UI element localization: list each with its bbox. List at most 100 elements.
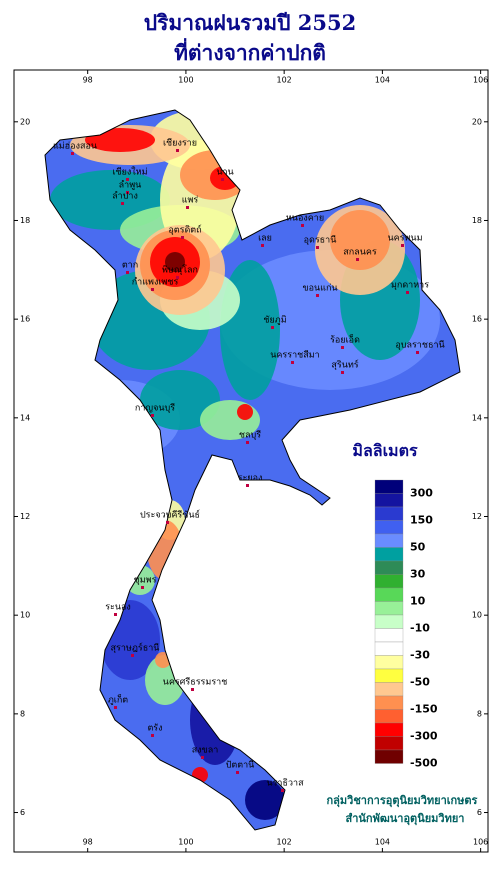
lat-tick-label: 14 bbox=[472, 413, 482, 422]
province-marker bbox=[316, 294, 319, 297]
province-label: นครพนม bbox=[387, 234, 422, 244]
lat-tick-label: 18 bbox=[20, 216, 30, 225]
lat-tick-label: 12 bbox=[472, 512, 482, 521]
province-marker bbox=[114, 613, 117, 616]
lat-tick-label: 14 bbox=[20, 413, 30, 422]
legend-swatch bbox=[374, 655, 404, 670]
province-label: นครราชสีมา bbox=[270, 350, 319, 361]
legend-label: 30 bbox=[410, 568, 426, 581]
lon-tick-label: 98 bbox=[83, 838, 93, 847]
province-label: ตาก bbox=[122, 261, 138, 271]
lon-tick-label: 102 bbox=[277, 838, 292, 847]
province-marker bbox=[191, 688, 194, 691]
province-label: ตรัง bbox=[147, 724, 162, 734]
province-label: อุตรดิตถ์ bbox=[168, 224, 201, 236]
province-label: เชียงใหม่ bbox=[112, 167, 147, 178]
legend-swatch bbox=[374, 587, 404, 602]
province-label: ภูเก็ต bbox=[108, 693, 128, 706]
province-marker bbox=[261, 244, 264, 247]
province-label: กาญจนบุรี bbox=[135, 403, 175, 414]
province-label: ลำปาง bbox=[112, 191, 138, 202]
lat-tick-label: 16 bbox=[20, 315, 30, 324]
province-label: ขอนแก่น bbox=[302, 284, 337, 294]
province-marker bbox=[126, 271, 129, 274]
province-label: กำแพงเพชร bbox=[132, 277, 179, 288]
legend-label: 300 bbox=[410, 487, 433, 500]
lon-tick-label: 106 bbox=[473, 838, 488, 847]
province-label: เชียงราย bbox=[163, 138, 197, 149]
province-marker bbox=[151, 734, 154, 737]
lat-tick-label: 10 bbox=[472, 611, 482, 620]
province-label: ชลบุรี bbox=[239, 430, 261, 441]
lon-tick-label: 100 bbox=[178, 838, 193, 847]
legend-title: มิลลิเมตร bbox=[352, 441, 418, 460]
anomaly-area bbox=[330, 210, 390, 270]
legend-label: -300 bbox=[410, 730, 438, 743]
lat-tick-label: 8 bbox=[477, 709, 482, 718]
lon-tick-label: 104 bbox=[375, 76, 390, 85]
province-marker bbox=[416, 351, 419, 354]
province-marker bbox=[166, 521, 169, 524]
province-marker bbox=[186, 206, 189, 209]
legend-label: -150 bbox=[410, 703, 438, 716]
province-label: ร้อยเอ็ด bbox=[330, 333, 360, 346]
legend-swatch bbox=[374, 547, 404, 562]
province-label: ลำพูน bbox=[119, 180, 142, 191]
legend-swatch bbox=[374, 695, 404, 710]
legend-swatch bbox=[374, 709, 404, 724]
lat-tick-label: 16 bbox=[472, 315, 482, 324]
province-label: ระนอง bbox=[105, 603, 131, 613]
province-marker bbox=[316, 246, 319, 249]
legend-swatch bbox=[374, 520, 404, 535]
province-marker bbox=[201, 756, 204, 759]
lat-tick-label: 6 bbox=[477, 808, 482, 817]
province-label: แม่ฮ่องสอน bbox=[53, 142, 97, 152]
lon-tick-label: 104 bbox=[375, 838, 390, 847]
legend-label: 50 bbox=[410, 541, 426, 554]
legend-swatch bbox=[374, 533, 404, 548]
legend-label: -10 bbox=[410, 622, 430, 635]
province-marker bbox=[401, 244, 404, 247]
province-label: มุกดาหาร bbox=[391, 281, 429, 291]
legend-swatch bbox=[374, 736, 404, 751]
province-marker bbox=[271, 326, 274, 329]
province-label: เลย bbox=[258, 234, 272, 244]
title: ปริมาณฝนรวมปี 2552 bbox=[144, 10, 356, 35]
legend-swatch bbox=[374, 628, 404, 643]
credit: สำนักพัฒนาอุตุนิยมวิทยา bbox=[346, 812, 465, 826]
province-label: ระยอง bbox=[238, 474, 263, 484]
country-border bbox=[44, 109, 461, 831]
province-marker bbox=[126, 191, 129, 194]
province-marker bbox=[114, 706, 117, 709]
legend-swatch bbox=[374, 560, 404, 575]
province-marker bbox=[406, 291, 409, 294]
province-label: สุราษฎร์ธานี bbox=[111, 642, 160, 654]
lon-tick-label: 106 bbox=[473, 76, 488, 85]
province-label: ปัตตานี bbox=[226, 760, 255, 771]
province-marker bbox=[131, 654, 134, 657]
lat-tick-label: 12 bbox=[20, 512, 30, 521]
province-marker bbox=[151, 288, 154, 291]
province-marker bbox=[221, 178, 224, 181]
province-label: อุดรธานี bbox=[304, 235, 337, 246]
province-label: น่าน bbox=[216, 168, 233, 178]
province-label: นครศรีธรรมราช bbox=[163, 677, 228, 688]
lon-tick-label: 102 bbox=[277, 76, 292, 85]
province-marker bbox=[341, 346, 344, 349]
lat-tick-label: 10 bbox=[20, 611, 30, 620]
legend-swatch bbox=[374, 506, 404, 521]
legend-swatch bbox=[374, 574, 404, 589]
legend-label: 150 bbox=[410, 514, 433, 527]
province-marker bbox=[176, 149, 179, 152]
province-marker bbox=[71, 152, 74, 155]
province-label: พิษณุโลก bbox=[162, 265, 198, 276]
province-marker bbox=[341, 371, 344, 374]
legend-swatch bbox=[374, 614, 404, 629]
anomaly-area bbox=[165, 252, 185, 272]
province-marker bbox=[181, 236, 184, 239]
legend-label: -30 bbox=[410, 649, 430, 662]
legend-swatch bbox=[374, 749, 404, 764]
legend-label: -500 bbox=[410, 757, 438, 770]
